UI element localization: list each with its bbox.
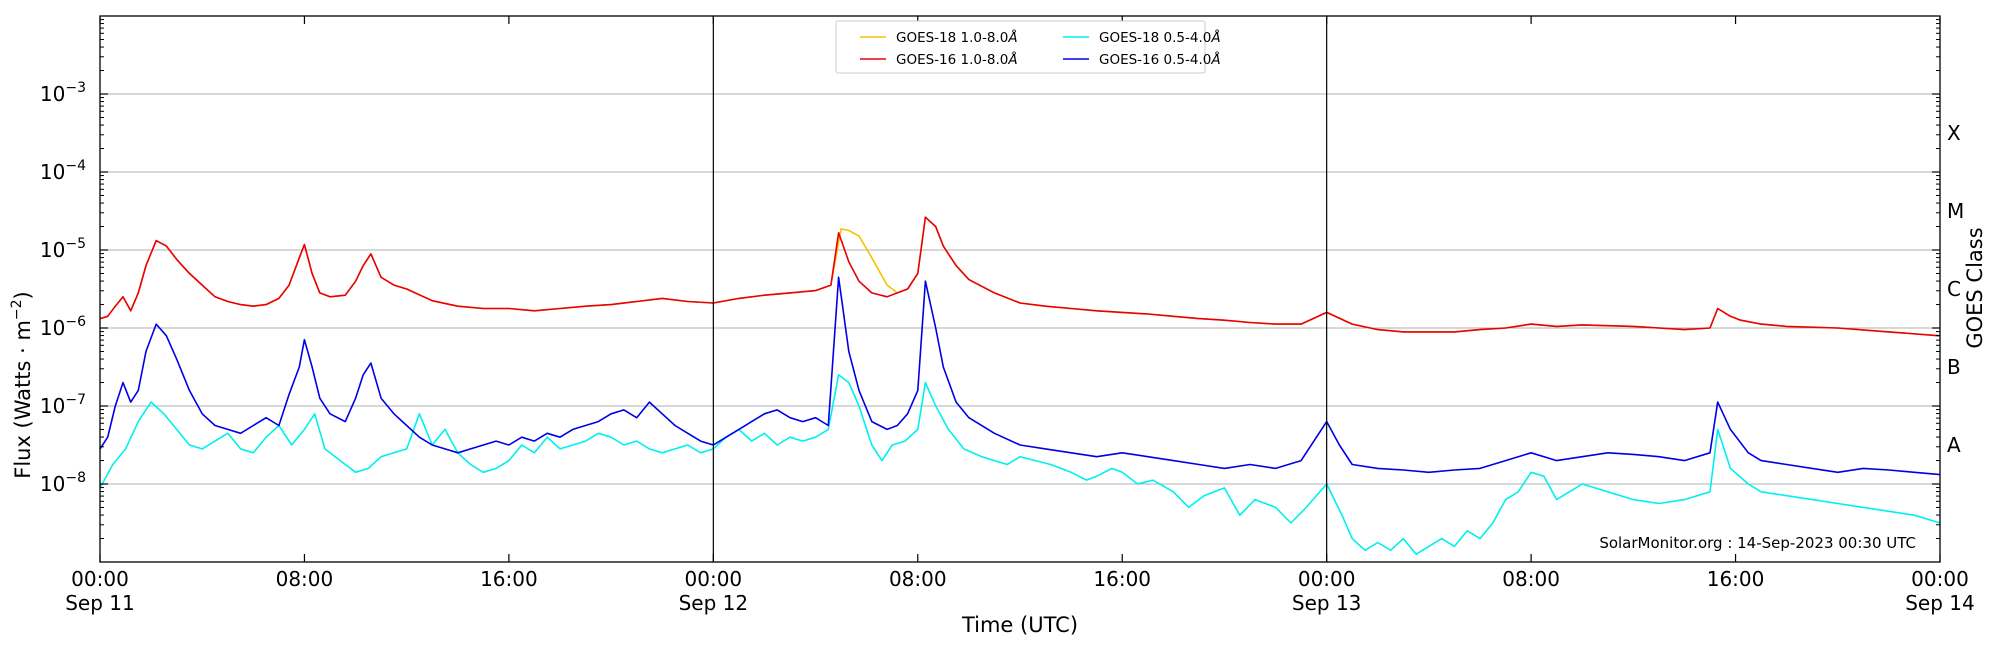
legend-label: GOES-18 0.5-4.0Å	[1099, 29, 1221, 46]
goes-class-axis-label: GOES Class	[1963, 227, 1987, 348]
frame-layer	[99, 15, 1941, 563]
y-tick-label-base: 10	[40, 82, 65, 106]
x-tick-label: 08:00	[1502, 567, 1560, 591]
y-axis-label-text: Flux (Watts · m	[11, 320, 35, 479]
series-line	[99, 276, 1941, 476]
goes-class-label: B	[1947, 355, 1961, 379]
legend-angstrom: Å	[1210, 29, 1220, 46]
x-tick-label: 00:00	[71, 567, 129, 591]
y-tick-label-exponent: −6	[65, 314, 86, 330]
y-tick-label-base: 10	[40, 394, 65, 418]
y-tick-label-exponent: −4	[65, 158, 86, 174]
legend-label: GOES-16 0.5-4.0Å	[1099, 51, 1221, 68]
series-layer	[99, 216, 1941, 555]
legend-angstrom: Å	[1007, 29, 1017, 46]
legend-label: GOES-18 1.0-8.0Å	[896, 29, 1018, 46]
x-tick-label: 00:00	[1298, 567, 1356, 591]
goes-class-label: M	[1947, 199, 1964, 223]
grid-layer	[100, 93, 1940, 485]
y-tick-label: 10−5	[40, 236, 86, 262]
credit-text: SolarMonitor.org : 14-Sep-2023 00:30 UTC	[1599, 534, 1916, 552]
x-tick-label: 16:00	[1093, 567, 1151, 591]
x-tick-label: 08:00	[889, 567, 947, 591]
x-tick-label: 16:00	[480, 567, 538, 591]
y-tick-label-base: 10	[40, 160, 65, 184]
y-tick-label: 10−4	[40, 158, 86, 184]
y-tick-label-base: 10	[40, 316, 65, 340]
legend-label: GOES-16 1.0-8.0Å	[896, 51, 1018, 68]
series-line	[99, 216, 1941, 337]
y-tick-label-exponent: −8	[65, 470, 86, 486]
series-line	[99, 374, 1941, 555]
x-tick-date-label: Sep 11	[65, 591, 135, 615]
y-tick-label: 10−3	[40, 80, 86, 106]
legend-angstrom: Å	[1007, 51, 1017, 68]
y-tick-label: 10−8	[40, 470, 86, 496]
goes-class-label: A	[1947, 433, 1961, 457]
plot-frame	[99, 15, 1941, 563]
y-tick-label-exponent: −7	[65, 392, 86, 408]
legend: GOES-18 1.0-8.0Å GOES-16 1.0-8.0Å GOES-18 …	[835, 20, 1221, 74]
y-tick-label: 10−7	[40, 392, 86, 418]
x-tick-date-label: Sep 14	[1905, 591, 1975, 615]
y-axis-label: Flux (Watts · m−2)	[9, 291, 35, 479]
y-tick-label-exponent: −5	[65, 236, 86, 252]
y-tick-label-exponent: −3	[65, 80, 86, 96]
goes-class-label: C	[1947, 277, 1961, 301]
x-tick-label: 16:00	[1707, 567, 1765, 591]
x-tick-date-label: Sep 13	[1292, 591, 1362, 615]
x-tick-date-label: Sep 12	[679, 591, 749, 615]
y-tick-label-base: 10	[40, 238, 65, 262]
x-axis-label: Time (UTC)	[961, 613, 1078, 637]
legend-box	[835, 20, 1206, 74]
x-tick-label: 00:00	[685, 567, 743, 591]
legend-angstrom: Å	[1210, 51, 1220, 68]
y-tick-label: 10−6	[40, 314, 86, 340]
y-axis-label-exponent: −2	[9, 299, 25, 320]
goes-class-label: X	[1947, 121, 1961, 145]
y-axis-label-close: )	[11, 291, 35, 299]
x-tick-label: 08:00	[276, 567, 334, 591]
x-tick-label: 00:00	[1911, 567, 1969, 591]
y-tick-label-base: 10	[40, 472, 65, 496]
